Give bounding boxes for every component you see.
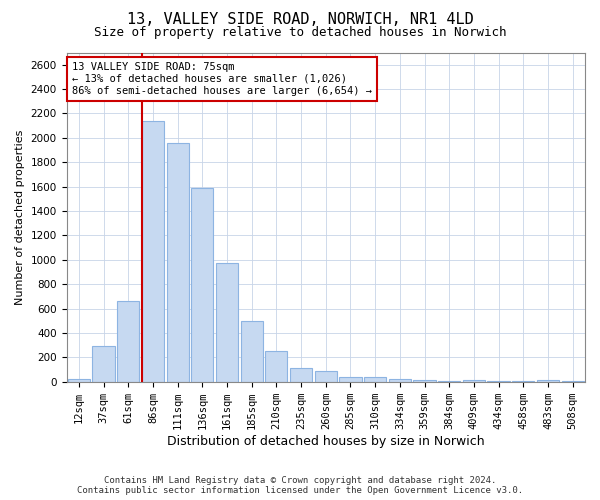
Bar — [438, 380, 460, 382]
Bar — [68, 380, 90, 382]
Bar — [216, 264, 238, 382]
X-axis label: Distribution of detached houses by size in Norwich: Distribution of detached houses by size … — [167, 434, 485, 448]
Bar — [463, 380, 485, 382]
Bar — [340, 378, 362, 382]
Bar — [512, 381, 535, 382]
Bar — [117, 301, 139, 382]
Bar — [142, 121, 164, 382]
Text: Contains HM Land Registry data © Crown copyright and database right 2024.
Contai: Contains HM Land Registry data © Crown c… — [77, 476, 523, 495]
Text: Size of property relative to detached houses in Norwich: Size of property relative to detached ho… — [94, 26, 506, 39]
Bar — [265, 351, 287, 382]
Bar — [167, 142, 189, 382]
Bar — [562, 381, 584, 382]
Bar — [413, 380, 436, 382]
Bar — [191, 188, 214, 382]
Bar — [389, 378, 411, 382]
Y-axis label: Number of detached properties: Number of detached properties — [15, 130, 25, 305]
Bar — [92, 346, 115, 382]
Bar — [314, 370, 337, 382]
Bar — [241, 321, 263, 382]
Bar — [537, 380, 559, 382]
Text: 13 VALLEY SIDE ROAD: 75sqm
← 13% of detached houses are smaller (1,026)
86% of s: 13 VALLEY SIDE ROAD: 75sqm ← 13% of deta… — [72, 62, 372, 96]
Bar — [364, 378, 386, 382]
Bar — [487, 380, 509, 382]
Text: 13, VALLEY SIDE ROAD, NORWICH, NR1 4LD: 13, VALLEY SIDE ROAD, NORWICH, NR1 4LD — [127, 12, 473, 28]
Bar — [290, 368, 312, 382]
